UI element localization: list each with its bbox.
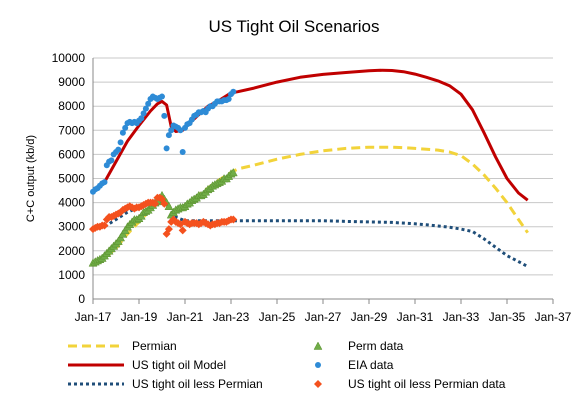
data-point [168,127,175,134]
y-tick-label: 0 [78,292,85,306]
legend-swatch-marker [313,341,323,350]
data-point [230,88,237,95]
y-tick-label: 7000 [58,123,85,137]
data-point [160,199,169,208]
legend-swatch-marker [314,380,322,388]
legend-label: Perm data [348,339,404,353]
x-tick-label: Jan-35 [489,310,526,324]
chart-title: US Tight Oil Scenarios [208,17,379,36]
data-point [122,124,129,131]
x-tick-label: Jan-21 [167,310,204,324]
x-tick-label: Jan-37 [535,310,572,324]
data-point [151,199,160,208]
data-point [164,225,173,234]
data-point [117,139,124,146]
legend-label: US tight oil less Permian [132,377,263,391]
x-tick-label: Jan-33 [443,310,480,324]
data-point [163,145,170,152]
data-point [138,115,145,122]
x-tick-label: Jan-17 [75,310,112,324]
data-point [145,100,152,107]
y-tick-label: 3000 [58,220,85,234]
x-tick-label: Jan-31 [397,310,434,324]
y-tick-label: 6000 [58,147,85,161]
x-tick-label: Jan-23 [213,310,250,324]
data-point [101,179,108,186]
data-point [100,221,109,230]
y-tick-label: 10000 [52,51,86,65]
data-point [228,167,238,177]
data-point [164,201,174,210]
x-tick-label: Jan-29 [351,310,388,324]
data-point [179,148,186,155]
y-tick-label: 2000 [58,244,85,258]
data-point [229,215,238,224]
legend-swatch-marker [315,362,321,368]
legend-label: US tight oil Model [132,358,226,372]
data-point [115,146,122,153]
series-line-1 [92,68,529,202]
legend-label: EIA data [348,358,394,372]
data-point [178,226,187,235]
data-point [225,95,232,102]
y-tick-label: 4000 [58,196,85,210]
data-point [142,105,149,112]
legend-label: Permian [132,339,177,353]
x-tick-label: Jan-25 [259,310,296,324]
x-tick-label: Jan-27 [305,310,342,324]
y-tick-label: 5000 [58,172,85,186]
data-point [165,132,172,139]
y-axis-title: C+C output (kb/d) [25,135,37,222]
data-point [177,127,184,134]
data-point [159,93,165,100]
x-tick-label: Jan-19 [121,310,158,324]
data-point [119,129,126,136]
data-point [161,112,168,119]
legend-label: US tight oil less Permian data [348,377,506,391]
data-point [140,110,147,117]
y-tick-label: 8000 [58,99,85,113]
data-point [108,157,115,164]
y-tick-label: 9000 [58,75,85,89]
y-tick-label: 1000 [58,268,85,282]
